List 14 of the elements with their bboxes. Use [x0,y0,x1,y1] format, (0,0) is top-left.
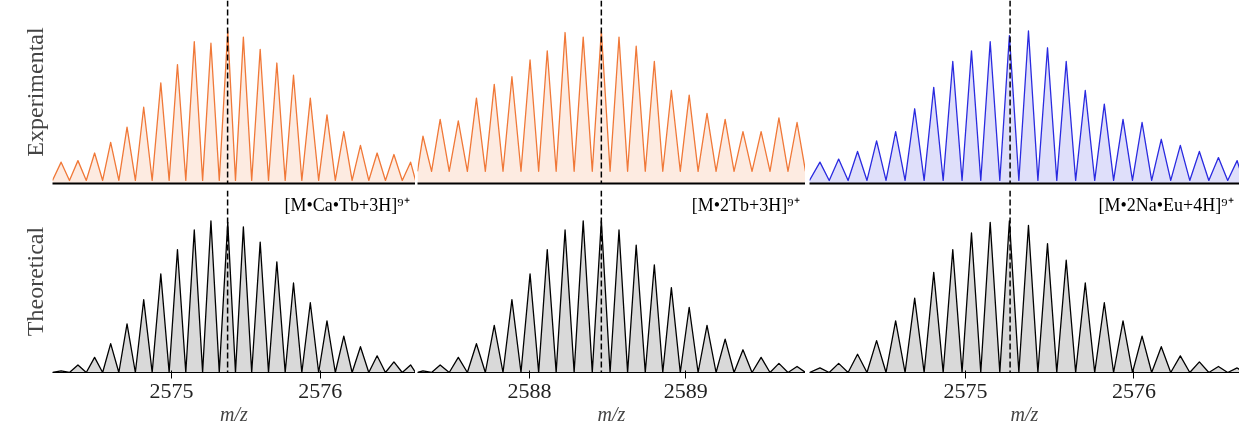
x-axis-title: m/z [1010,402,1039,425]
y-axis-title: Experimental [21,27,48,157]
x-tick-label: 2576 [1111,377,1156,403]
x-axis-title: m/z [220,402,249,425]
text: [M•2Tb+3H]⁹⁺ [691,194,800,215]
x-tick-label: 2588 [507,377,552,403]
text: [M•Ca•Tb+3H]⁹⁺ [284,194,410,215]
x-tick-label: 2576 [298,377,343,403]
x-tick-label: 2589 [663,377,708,403]
x-axis-title: m/z [597,402,626,425]
x-tick-label: 2575 [149,377,194,403]
x-tick-label: 2575 [943,377,988,403]
text: [M•2Na•Eu+4H]⁹⁺ [1098,194,1234,215]
y-axis-title: Theoretical [21,226,48,337]
